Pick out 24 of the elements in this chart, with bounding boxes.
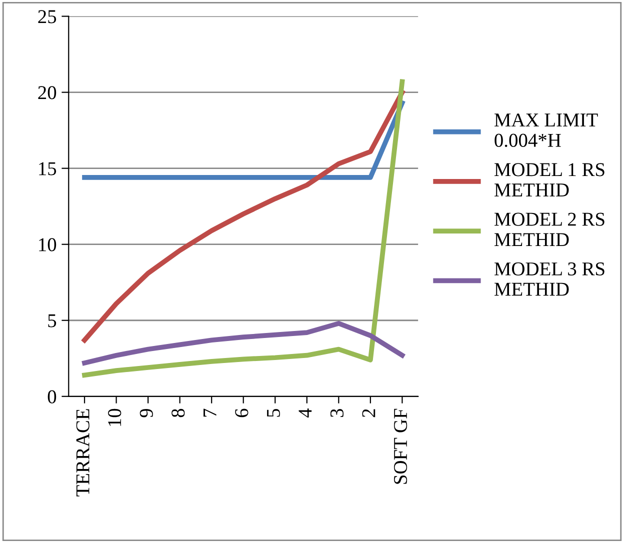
x-tick-label: 3 xyxy=(330,408,344,417)
x-tick-label: 10 xyxy=(108,408,122,426)
x-tick-label: 7 xyxy=(204,408,216,417)
x-tick-label: 5 xyxy=(267,408,280,417)
x-tick-label: 4 xyxy=(298,408,312,418)
y-tick-label: 5 xyxy=(48,314,56,328)
y-tick-label: 10 xyxy=(39,238,56,252)
x-tick-label: 2 xyxy=(362,409,376,418)
x-tick-label: SOFT GF xyxy=(394,408,408,484)
y-tick-label: 15 xyxy=(39,162,56,176)
legend-label: MODEL 1 RS METHID xyxy=(494,163,604,196)
legend-label: MODEL 2 RS METHID xyxy=(494,212,604,246)
legend-label: MODEL 3 RS METHID xyxy=(494,262,604,296)
y-tick-label: 0 xyxy=(48,390,56,404)
line-series xyxy=(82,90,405,343)
x-tick-label: 8 xyxy=(172,408,185,418)
x-tick-label: 6 xyxy=(235,408,248,418)
line-series xyxy=(82,320,405,366)
line-series xyxy=(82,79,405,378)
y-tick-label: 25 xyxy=(38,10,56,24)
legend-label: MAX LIMIT 0.004*H xyxy=(494,114,598,148)
y-tick-label: 20 xyxy=(38,86,56,100)
x-tick-label: 9 xyxy=(140,408,153,418)
x-tick-label: TERRACE xyxy=(76,409,90,496)
